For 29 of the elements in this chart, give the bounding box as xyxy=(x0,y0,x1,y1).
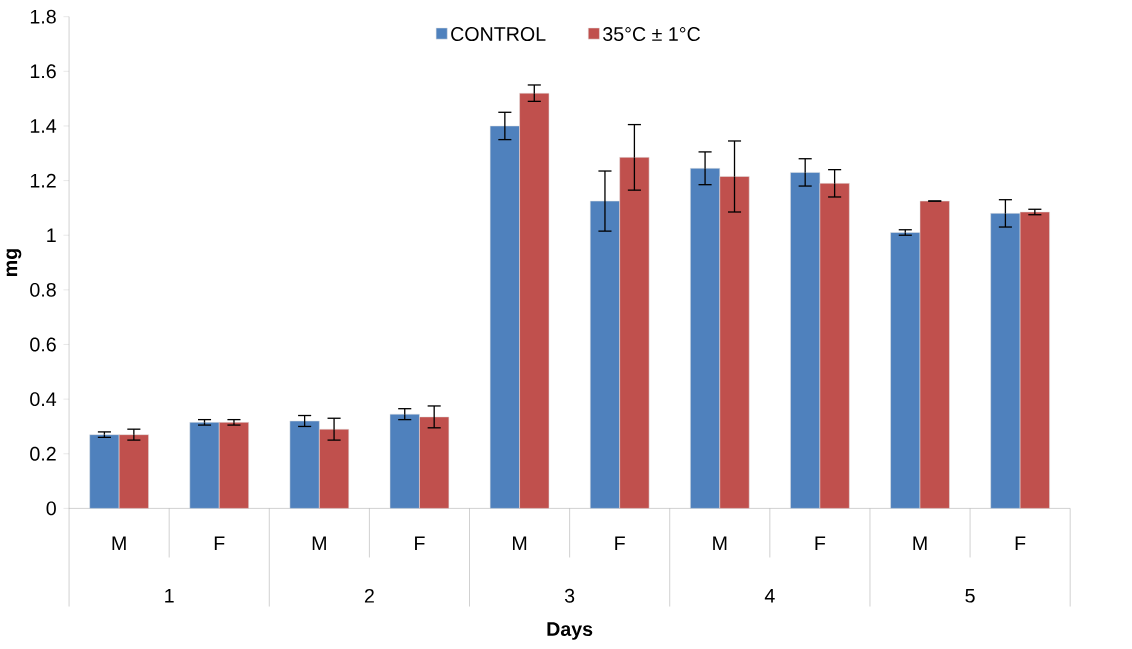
x-tick-label: F xyxy=(615,536,625,551)
text: 5 xyxy=(965,589,975,603)
text: 2 xyxy=(364,589,374,603)
y-tick-label: 1.4 xyxy=(30,119,57,133)
x-axis-title: Days xyxy=(547,622,593,640)
x-tick-label: F xyxy=(214,536,225,551)
y-tick-label: 1.2 xyxy=(30,173,56,188)
text: 3 xyxy=(564,588,575,603)
text: 1 xyxy=(165,589,174,603)
x-tick-label: F xyxy=(415,536,425,551)
x-tick-label: M xyxy=(512,536,527,551)
y-tick-label: 1 xyxy=(47,228,56,243)
y-tick-label: 0 xyxy=(46,501,56,516)
y-tick-label: 1.8 xyxy=(30,9,56,24)
text: 4 xyxy=(764,589,775,603)
x-tick-label: F xyxy=(815,536,826,551)
x-tick-label: M xyxy=(112,536,126,551)
y-axis-title: mg xyxy=(6,249,22,277)
y-tick-label: 1.6 xyxy=(30,64,56,79)
y-tick-label: 0.6 xyxy=(30,337,56,352)
x-tick-label: M xyxy=(713,536,727,551)
legend-label: CONTROL xyxy=(451,27,546,42)
y-tick-label: 0.4 xyxy=(30,392,57,407)
x-tick-label: F xyxy=(1015,536,1026,551)
y-tick-label: 0.2 xyxy=(30,446,56,461)
legend-label: 35°C ± 1°C xyxy=(603,27,701,42)
y-tick-label: 0.8 xyxy=(30,283,56,297)
x-tick-label: M xyxy=(913,536,927,551)
x-tick-label: M xyxy=(312,536,326,551)
